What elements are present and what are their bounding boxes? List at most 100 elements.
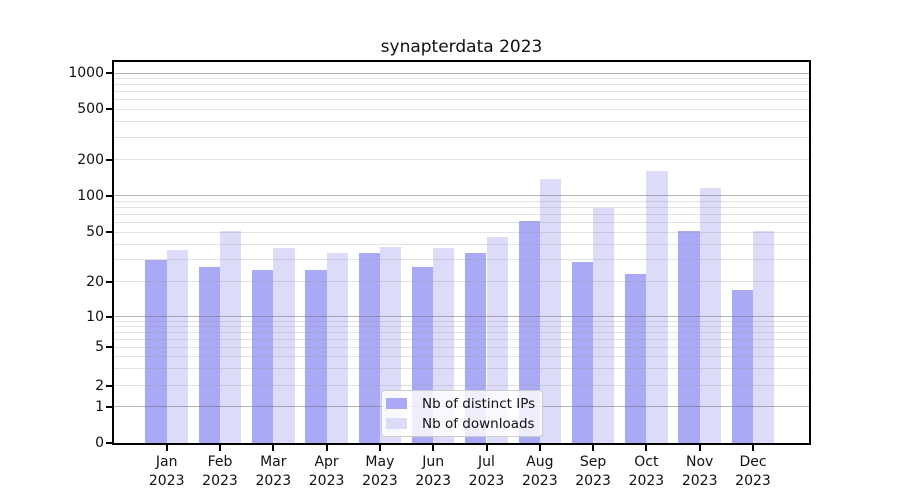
bar-downloads [166,249,188,444]
legend-item: Nb of distinct IPs [386,394,536,413]
y-axis-tick [106,346,113,349]
bar-distinct-ips [305,269,327,444]
grid-line-minor [113,231,810,233]
y-axis-tick-label: 500 [77,101,104,117]
y-axis-tick-label: 20 [86,273,104,290]
y-axis-tick [106,158,113,161]
grid-line-minor [113,108,810,110]
grid-line-minor [113,259,810,261]
x-axis-tick [752,444,754,451]
y-axis-tick [106,280,113,283]
grid-line-minor [113,281,810,283]
x-axis-tick-label: Jun 2023 [415,454,451,489]
grid-line-minor [113,385,810,387]
grid-line-minor [113,346,810,348]
y-axis-tick [106,72,113,74]
grid-line-minor [113,368,810,370]
bar-downloads [273,248,295,444]
y-axis-tick-label: 1 [95,398,104,415]
y-axis-tick-label: 50 [86,224,104,240]
grid-line-minor [113,326,810,328]
legend-label: Nb of distinct IPs [422,395,536,412]
y-axis-tick-label: 1000 [68,65,104,81]
grid-line-minor [113,338,810,340]
grid-line-major [113,72,810,74]
x-axis-tick [165,444,168,451]
grid-line-minor [113,331,810,333]
grid-line-minor [113,91,810,93]
grid-line-minor [113,136,810,138]
y-axis-tick-label: 5 [95,339,104,356]
legend-item: Nb of downloads [386,414,536,433]
grid-line-minor [113,99,810,101]
x-axis-tick-label: Apr 2023 [308,454,345,489]
grid-line-minor [113,213,810,215]
grid-line-minor [113,356,810,358]
bar-downloads [326,252,348,444]
grid-line-minor [113,320,810,322]
y-axis-tick [106,442,113,445]
grid-line-minor [113,84,810,86]
bar-downloads [593,208,615,444]
x-axis-tick-label: Oct 2023 [628,454,665,489]
x-axis-tick [325,444,328,451]
y-axis-tick [106,405,113,408]
x-axis-tick-label: May 2023 [362,454,398,489]
x-axis-tick [698,444,701,451]
grid-line-minor [113,221,810,223]
y-axis-tick-label: 2 [95,377,104,394]
bar-distinct-ips [678,230,700,444]
grid-line-major [113,316,810,318]
y-axis-tick [106,194,113,197]
y-axis-tick [106,315,113,318]
y-axis-tick [106,231,113,233]
y-axis-tick [106,108,113,110]
bar-downloads [753,230,775,444]
x-axis-tick-label: Dec 2023 [735,454,771,489]
x-axis-tick [272,444,275,451]
x-axis-tick [219,444,221,451]
y-axis-tick-label: 10 [86,308,104,325]
grid-line-minor [113,200,810,202]
grid-line-minor [113,77,810,79]
legend: Nb of distinct IPs Nb of downloads [381,390,543,437]
bar-distinct-ips [358,252,380,444]
chart-title: synapterdata 2023 [380,37,543,57]
x-axis-tick-label: Mar 2023 [255,454,292,489]
bar-distinct-ips [625,274,647,444]
y-axis-tick-label: 100 [77,187,104,204]
x-axis-tick-label: Aug 2023 [521,454,558,489]
x-axis-tick-label: Sep 2023 [575,454,611,489]
grid-line-minor [113,243,810,245]
y-axis-tick-label: 0 [95,435,104,452]
grid-line-minor [113,206,810,208]
x-axis-tick-label: Nov 2023 [681,454,718,489]
bar-distinct-ips [145,259,167,444]
x-axis-tick [538,444,541,451]
bar-distinct-ips [731,289,753,444]
grid-line-minor [113,159,810,160]
grid-line-minor [113,120,810,122]
bar-distinct-ips [252,269,274,444]
bar-downloads [539,178,562,444]
x-axis-tick-label: Jan 2023 [148,454,185,489]
legend-swatch-downloads [386,418,407,429]
bar-downloads [646,171,668,444]
bar-distinct-ips [518,220,540,444]
bar-downloads [220,230,242,444]
y-axis-tick-label: 200 [77,151,104,168]
legend-swatch-distinct-ips [386,398,407,409]
bar-distinct-ips [198,267,220,444]
x-axis-tick [592,444,595,451]
x-axis-tick-label: Jul 2023 [468,454,505,489]
grid-line-major [113,195,810,197]
bar-distinct-ips [571,261,594,444]
y-axis-tick [106,384,113,387]
x-axis-tick [378,444,381,451]
bar-downloads [699,187,721,444]
legend-label: Nb of downloads [422,415,535,432]
x-axis-tick [645,444,648,451]
x-axis-tick [485,444,488,451]
x-axis-tick-label: Feb 2023 [202,454,238,489]
